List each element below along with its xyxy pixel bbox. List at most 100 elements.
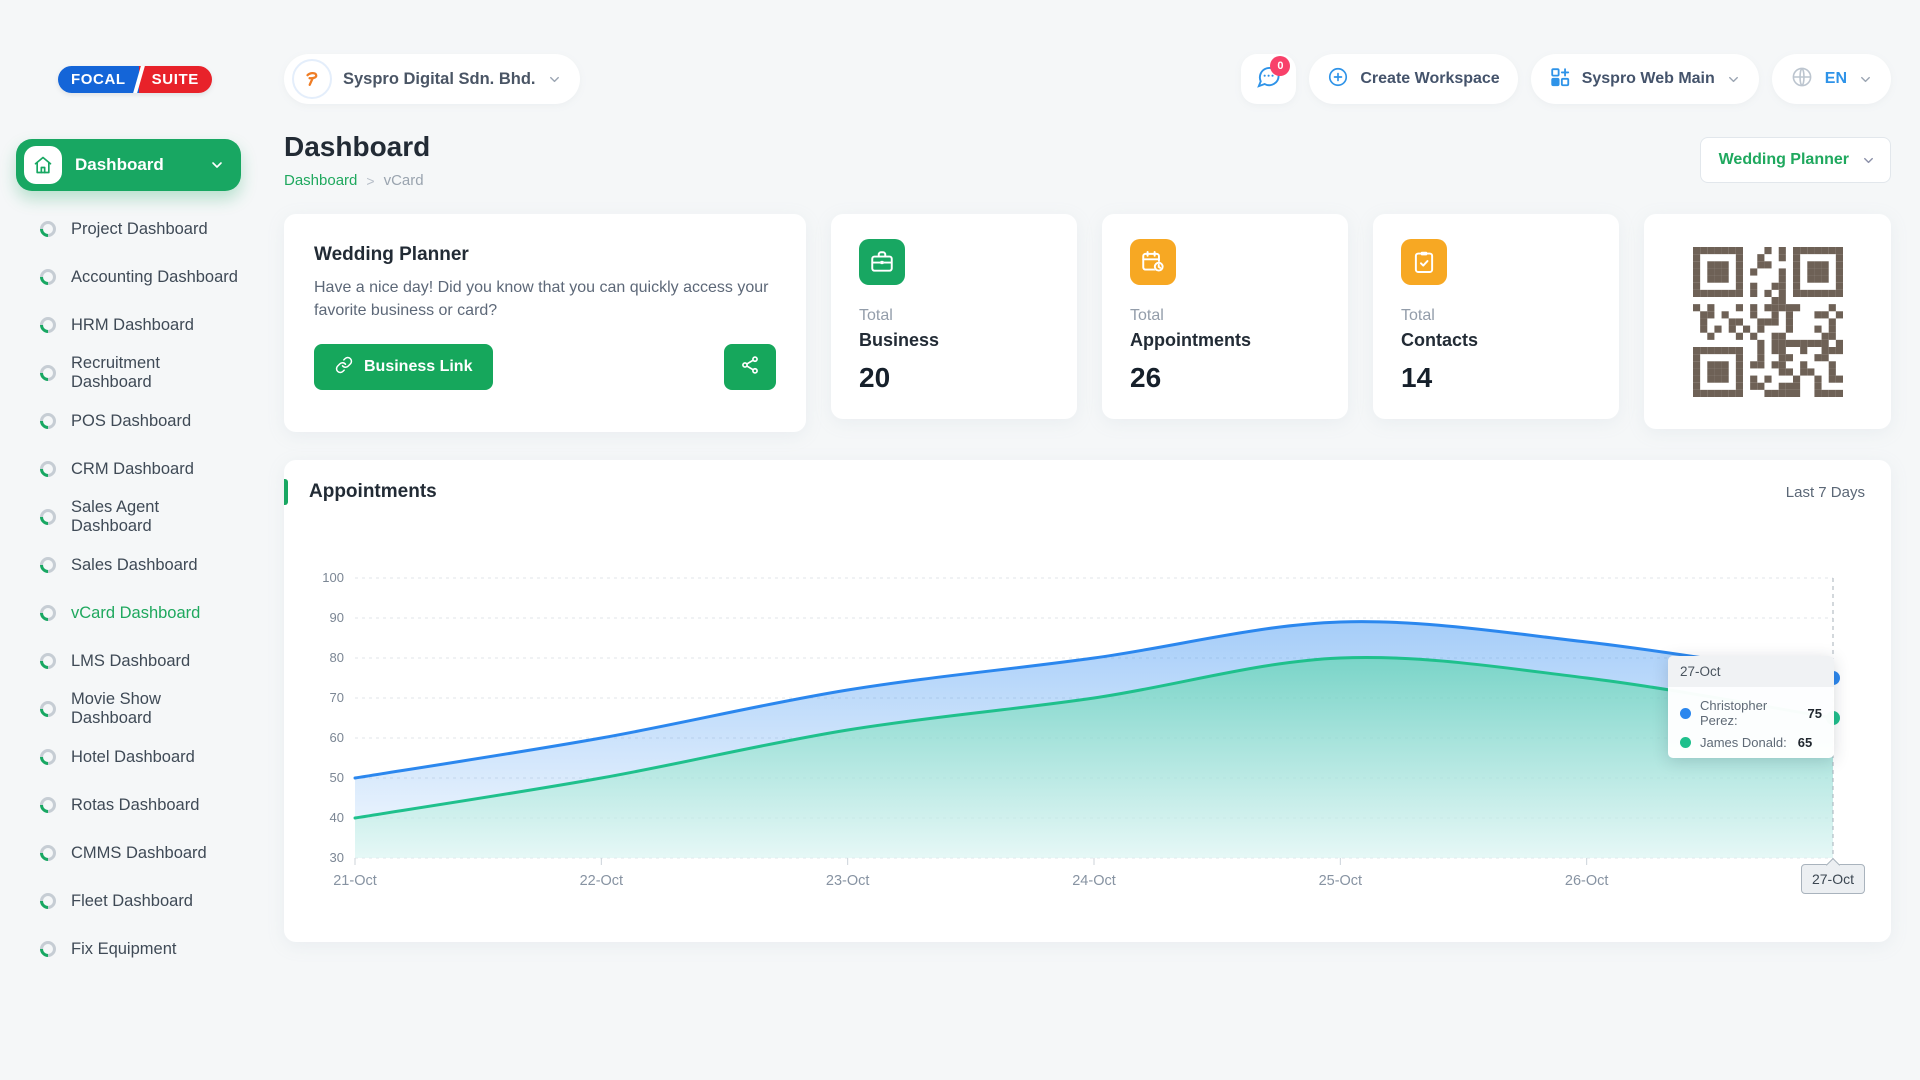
sidebar-item-vcard-dashboard[interactable]: vCard Dashboard (16, 589, 241, 637)
language-code: EN (1824, 70, 1847, 87)
language-selector[interactable]: EN (1771, 54, 1891, 104)
page-title: Dashboard (284, 131, 431, 162)
sidebar-item-pos-dashboard[interactable]: POS Dashboard (16, 397, 241, 445)
share-button[interactable] (724, 344, 776, 391)
bullet-icon (36, 889, 60, 913)
stat-name: Business (859, 330, 940, 350)
company-logo-icon (292, 59, 332, 99)
stat-card-appointments: Total Appointments 26 (1102, 214, 1348, 419)
logo-right-text: SUITE (138, 66, 212, 93)
business-link-button[interactable]: Business Link (314, 344, 494, 391)
company-name: Syspro Digital Sdn. Bhd. (343, 69, 536, 88)
stat-value: 26 (1130, 362, 1162, 393)
business-dropdown[interactable]: Wedding Planner (1699, 137, 1891, 183)
chevron-down-icon (1726, 72, 1741, 87)
bullet-icon (36, 745, 60, 769)
sidebar-item-recruitment-dashboard[interactable]: Recruitment Dashboard (16, 349, 241, 397)
stat-card-contacts: Total Contacts 14 (1373, 214, 1619, 419)
sidebar-item-label: POS Dashboard (71, 411, 192, 430)
welcome-card-title: Wedding Planner (314, 244, 469, 265)
sidebar-item-movie-show-dashboard[interactable]: Movie Show Dashboard (16, 685, 241, 733)
axis-pointer-text: 27-Oct (1811, 871, 1854, 887)
tooltip-series-value: 65 (1797, 735, 1813, 750)
sidebar-item-accounting-dashboard[interactable]: Accounting Dashboard (16, 253, 241, 301)
create-workspace-label: Create Workspace (1360, 70, 1500, 87)
breadcrumb-dashboard-link[interactable]: Dashboard (284, 172, 358, 189)
stat-value: 20 (859, 362, 891, 393)
qr-code-image (1692, 246, 1843, 397)
sidebar-item-label: Recruitment Dashboard (71, 354, 160, 391)
page-header: Dashboard Dashboard > vCard Wedding Plan… (284, 131, 1891, 189)
company-selector[interactable]: Syspro Digital Sdn. Bhd. (284, 54, 580, 104)
sidebar-item-rotas-dashboard[interactable]: Rotas Dashboard (16, 781, 241, 829)
sidebar-item-fix-equipment[interactable]: Fix Equipment (16, 925, 241, 973)
logo-left-text: FOCAL (58, 66, 139, 93)
series-dot-icon (1680, 737, 1691, 748)
sidebar-items: Project Dashboard Accounting Dashboard H… (16, 205, 241, 973)
messages-button[interactable]: 0 (1241, 54, 1297, 104)
breadcrumb: Dashboard > vCard (284, 172, 430, 189)
svg-text:80: 80 (330, 650, 344, 665)
chart-title: Appointments (309, 481, 437, 502)
svg-text:70: 70 (330, 690, 344, 705)
sidebar-main-label: Dashboard (75, 155, 164, 174)
stat-card-business: Total Business 20 (831, 214, 1077, 419)
sidebar-item-crm-dashboard[interactable]: CRM Dashboard (16, 445, 241, 493)
sidebar-item-hotel-dashboard[interactable]: Hotel Dashboard (16, 733, 241, 781)
workspace-name: Syspro Web Main (1581, 70, 1715, 87)
bullet-icon (36, 457, 60, 481)
bullet-icon (36, 313, 60, 337)
bullet-icon (36, 793, 60, 817)
sidebar-item-fleet-dashboard[interactable]: Fleet Dashboard (16, 877, 241, 925)
tooltip-row: James Donald: 65 (1668, 728, 1834, 750)
share-nodes-icon (740, 355, 760, 380)
summary-cards-row: Wedding Planner Have a nice day! Did you… (284, 214, 1891, 432)
svg-text:50: 50 (330, 770, 344, 785)
sidebar-item-label: HRM Dashboard (71, 315, 194, 334)
sidebar-item-sales-agent-dashboard[interactable]: Sales Agent Dashboard (16, 493, 241, 541)
bullet-icon (36, 361, 60, 385)
stat-value: 14 (1401, 362, 1433, 393)
stat-label: Total (1401, 307, 1435, 324)
workspace-grid-icon (1549, 66, 1571, 93)
sidebar-item-hrm-dashboard[interactable]: HRM Dashboard (16, 301, 241, 349)
workspace-selector[interactable]: Syspro Web Main (1530, 54, 1759, 104)
breadcrumb-separator: > (366, 172, 375, 189)
bullet-icon (36, 649, 60, 673)
circle-plus-icon (1327, 66, 1349, 93)
chart-range-label: Last 7 Days (1785, 483, 1865, 501)
sidebar-item-project-dashboard[interactable]: Project Dashboard (16, 205, 241, 253)
link-icon (335, 356, 353, 379)
sidebar-item-label: CRM Dashboard (71, 459, 194, 478)
focal-suite-logo[interactable]: FOCAL SUITE (58, 66, 212, 93)
bullet-icon (36, 265, 60, 289)
sidebar-item-lms-dashboard[interactable]: LMS Dashboard (16, 637, 241, 685)
chevron-down-icon (547, 72, 562, 87)
sidebar-item-cmms-dashboard[interactable]: CMMS Dashboard (16, 829, 241, 877)
sidebar-item-label: Fleet Dashboard (71, 891, 193, 910)
create-workspace-button[interactable]: Create Workspace (1309, 54, 1518, 104)
sidebar-item-sales-dashboard[interactable]: Sales Dashboard (16, 541, 241, 589)
clipboard-check-icon (1401, 239, 1447, 285)
sidebar-item-label: Rotas Dashboard (71, 795, 200, 814)
bullet-icon (36, 841, 60, 865)
sidebar-item-dashboard[interactable]: Dashboard (16, 139, 241, 191)
svg-text:100: 100 (322, 570, 344, 585)
tooltip-series-label: Christopher Perez: (1700, 698, 1768, 728)
area-chart: 100 90 80 70 60 50 40 30 21-Oct 22-Oct 23-Oct 24-Oc… (322, 570, 1840, 889)
bullet-icon (36, 937, 60, 961)
bullet-icon (36, 553, 60, 577)
messages-badge: 0 (1270, 56, 1291, 76)
svg-text:23-Oct: 23-Oct (826, 873, 870, 889)
accent-bar (284, 479, 288, 505)
globe-icon (1790, 65, 1814, 94)
sidebar-item-label: Sales Agent Dashboard (71, 498, 160, 535)
stat-label: Total (859, 307, 893, 324)
welcome-card: Wedding Planner Have a nice day! Did you… (284, 214, 806, 432)
bullet-icon (36, 601, 60, 625)
sidebar-item-label: Fix Equipment (71, 939, 177, 958)
bullet-icon (36, 217, 60, 241)
appointments-chart[interactable]: 100 90 80 70 60 50 40 30 21-Oct 22-Oct 23-Oct 24-Oc… (284, 524, 1891, 936)
chevron-down-icon (1861, 153, 1876, 168)
